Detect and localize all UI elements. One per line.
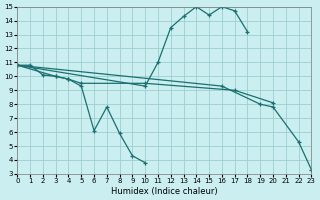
X-axis label: Humidex (Indice chaleur): Humidex (Indice chaleur) — [111, 187, 218, 196]
